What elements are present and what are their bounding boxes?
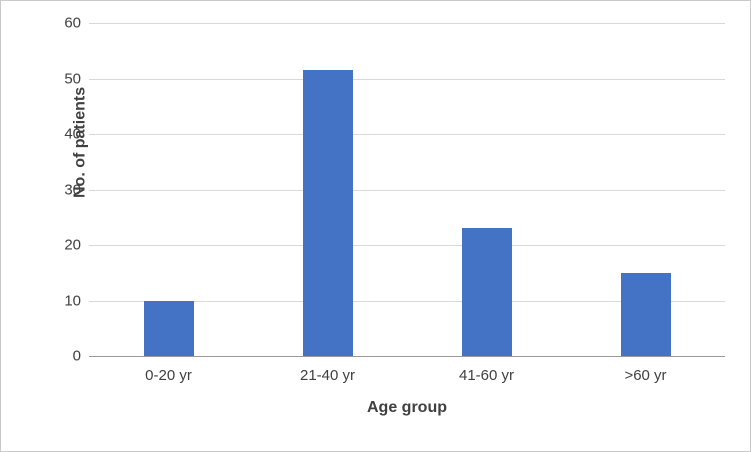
bar	[620, 272, 671, 356]
y-tick-label: 60	[64, 14, 81, 32]
x-axis-label: Age group	[367, 399, 447, 416]
x-tick-label: 41-60 yr	[458, 367, 515, 384]
y-tick-label: 20	[64, 236, 81, 254]
gridline	[89, 23, 725, 24]
gridline	[89, 300, 725, 302]
bar	[461, 228, 512, 356]
bar	[302, 70, 353, 356]
gridline	[89, 134, 725, 135]
y-tick-label: 50	[64, 70, 81, 87]
bar-slot	[566, 23, 725, 356]
bars-container	[89, 23, 725, 356]
gridline	[89, 78, 725, 80]
x-tick-label: 21-40 yr	[299, 367, 356, 384]
x-axis-ticks: 0-20 yr 21-40 yr 41-60 yr >60 yr	[89, 367, 725, 384]
y-tick-label: 0	[72, 347, 81, 365]
y-tick-label: 40	[64, 125, 81, 143]
y-tick-label: 30	[64, 181, 81, 198]
y-axis-ticks: 0 10 20 30 40 50 60	[1, 15, 81, 365]
y-tick-label: 10	[64, 292, 81, 309]
bar	[143, 300, 194, 356]
bar-slot	[248, 23, 407, 356]
bar-slot	[89, 23, 248, 356]
bar-slot	[407, 23, 566, 356]
gridline	[89, 189, 725, 191]
x-tick-label: 0-20 yr	[145, 367, 192, 384]
x-tick-label: >60 yr	[624, 367, 667, 384]
gridline	[89, 245, 725, 246]
plot-area	[89, 23, 725, 357]
